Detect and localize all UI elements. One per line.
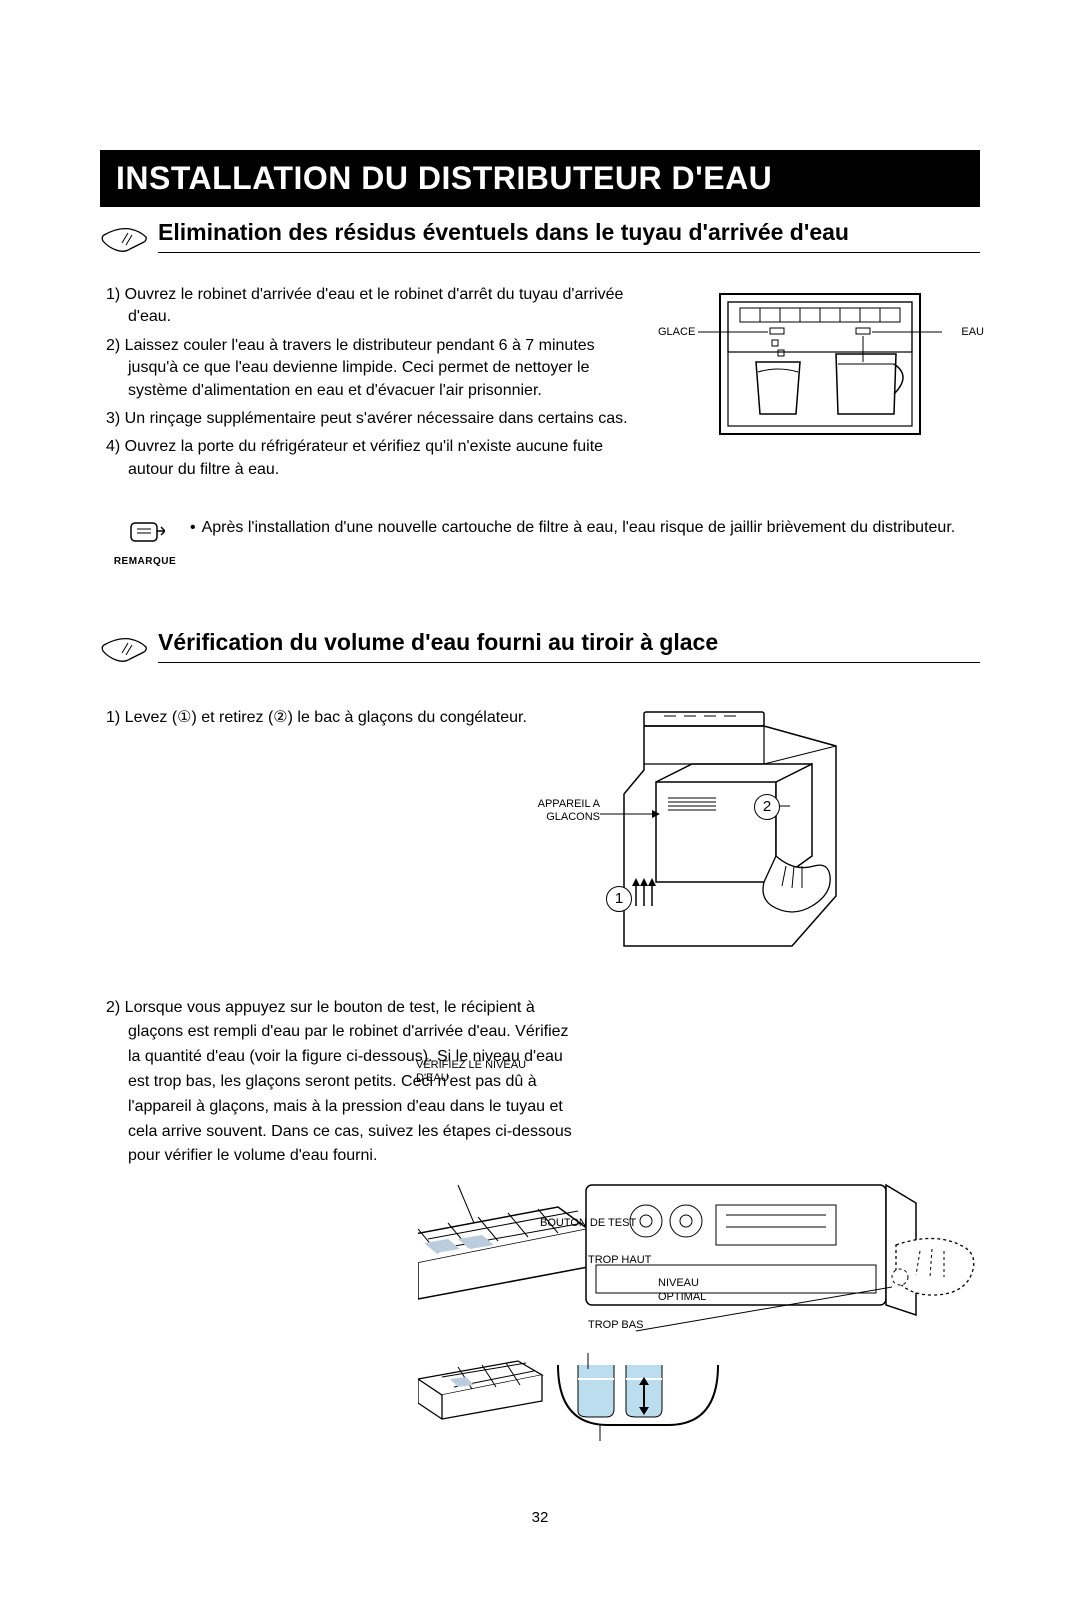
section1-step4: 4) Ouvrez la porte du réfrigérateur et v…: [106, 436, 648, 481]
fig-optimal-label2: OPTIMAL: [658, 1291, 706, 1304]
section1-step3: 3) Un rinçage supplémentaire peut s'avér…: [106, 408, 648, 430]
fig-badge-2: 2: [754, 794, 780, 820]
section2-heading: Vérification du volume d'eau fourni au t…: [158, 629, 980, 663]
water-level-figure: VÉRIFIEZ LE NIVEAU D'EAU BOUTON DE TEST …: [418, 1059, 980, 1399]
figure-label-eau: EAU: [961, 326, 984, 339]
page-title: INSTALLATION DU DISTRIBUTEUR D'EAU: [100, 150, 980, 207]
fig-icemaker-label: APPAREIL A GLACONS: [520, 798, 600, 824]
page-number: 32: [100, 1509, 980, 1526]
section2-step1: 1) Levez (①) et retirez (②) le bac à gla…: [106, 706, 536, 731]
figure-label-glace: GLACE: [658, 326, 695, 339]
note-label: REMARQUE: [100, 555, 190, 569]
note-icon: REMARQUE: [100, 517, 190, 568]
fig-high-label: TROP HAUT: [588, 1254, 651, 1267]
fig-low-label: TROP BAS: [588, 1319, 643, 1332]
note-text: Après l'installation d'une nouvelle cart…: [202, 519, 956, 536]
section1-step1: 1) Ouvrez le robinet d'arrivée d'eau et …: [106, 284, 648, 329]
fig-badge-1: 1: [606, 886, 632, 912]
hand-icon: [100, 219, 150, 266]
dispenser-figure: GLACE EAU: [660, 284, 980, 449]
hand-icon: [100, 629, 150, 676]
fig-optimal-label1: NIVEAU: [658, 1277, 699, 1290]
icemaker-figure: [536, 706, 866, 966]
section1-step2: 2) Laissez couler l'eau à travers le dis…: [106, 335, 648, 402]
section1-heading: Elimination des résidus éventuels dans l…: [158, 219, 980, 253]
note-bullet: •: [190, 517, 196, 539]
fig-level-label: VÉRIFIEZ LE NIVEAU D'EAU: [416, 1059, 556, 1085]
fig-button-label: BOUTON DE TEST: [540, 1217, 636, 1230]
